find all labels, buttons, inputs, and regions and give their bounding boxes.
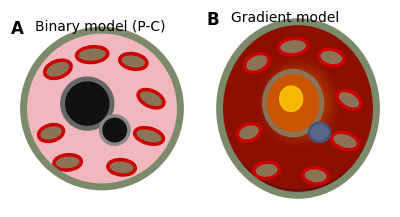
Ellipse shape [254,162,279,179]
Ellipse shape [310,124,329,141]
Text: Binary model (P-C): Binary model (P-C) [35,20,166,34]
Ellipse shape [120,54,147,69]
Circle shape [24,30,180,187]
Ellipse shape [135,128,163,144]
Ellipse shape [337,90,361,109]
Ellipse shape [54,155,81,170]
Circle shape [61,77,114,130]
Ellipse shape [308,122,331,143]
Circle shape [66,82,109,125]
Ellipse shape [332,132,358,150]
Text: A: A [11,20,24,38]
Ellipse shape [319,49,344,66]
Ellipse shape [76,47,108,62]
Ellipse shape [138,90,164,108]
Text: B: B [207,11,220,29]
Circle shape [263,69,324,137]
Ellipse shape [278,38,308,55]
Text: Gradient model: Gradient model [231,11,340,25]
Circle shape [100,115,130,145]
Ellipse shape [238,123,260,141]
Ellipse shape [303,168,328,184]
Circle shape [280,86,303,112]
Ellipse shape [244,53,269,72]
Ellipse shape [45,60,71,78]
Circle shape [268,75,318,131]
Circle shape [220,22,376,195]
Ellipse shape [108,159,135,175]
Circle shape [103,118,126,142]
Ellipse shape [38,125,64,141]
